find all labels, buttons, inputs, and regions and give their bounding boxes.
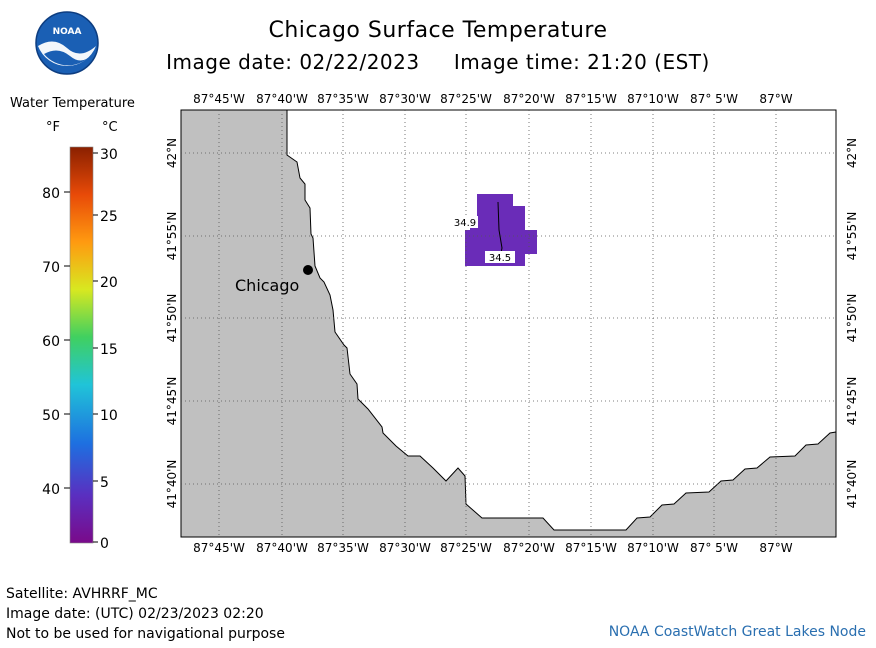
legend-f-tick: 50 (42, 408, 60, 424)
legend-c-tick: 30 (100, 147, 118, 163)
legend-title: Water Temperature (10, 96, 135, 111)
latitude-label: 41°40'N (165, 460, 179, 509)
longitude-label: 87°20'W (503, 92, 555, 106)
satellite-label: Satellite: AVHRRF_MC (6, 586, 158, 602)
contour-label-34-5: 34.5 (489, 253, 511, 264)
legend-c-tick: 25 (100, 209, 118, 225)
legend-c-tick: 10 (100, 408, 118, 424)
unit-fahrenheit: °F (46, 120, 60, 135)
noaa-logo-text: NOAA (53, 27, 82, 37)
longitude-labels-bottom: 87°45'W 87°40'W 87°35'W 87°30'W 87°25'W 87°20… (0, 541, 876, 559)
land-west (180, 109, 837, 538)
longitude-label: 87°30'W (379, 541, 431, 555)
latitude-label: 41°45'N (165, 377, 179, 426)
noaa-logo: NOAA (35, 11, 99, 75)
latitude-label: 41°40'N (845, 460, 859, 509)
legend-c-tick: 15 (100, 342, 118, 358)
longitude-label: 87° 5'W (690, 541, 738, 555)
latitude-label: 41°55'N (845, 212, 859, 261)
latitude-label: 41°55'N (165, 212, 179, 261)
longitude-label: 87°25'W (440, 92, 492, 106)
legend-f-tick: 40 (42, 482, 60, 498)
longitude-label: 87°35'W (317, 92, 369, 106)
contour-label-box (452, 216, 478, 228)
footer-info: Satellite: AVHRRF_MC Image date: (UTC) 0… (6, 584, 285, 644)
utc-date-label: Image date: (UTC) 02/23/2023 02:20 (6, 606, 264, 622)
longitude-label: 87°W (759, 92, 793, 106)
disclaimer: Not to be used for navigational purpose (6, 626, 285, 642)
water-temperature-patch (465, 194, 537, 266)
legend-c-tick: 0 (100, 536, 109, 552)
image-date-label: Image date: 02/22/2023 (166, 50, 420, 74)
longitude-label: 87°20'W (503, 541, 555, 555)
longitude-label: 87°30'W (379, 92, 431, 106)
longitude-label: 87°40'W (256, 92, 308, 106)
legend-c-tick: 5 (100, 475, 109, 491)
image-date-time: Image date: 02/22/2023 Image time: 21:20… (0, 50, 876, 74)
longitude-label: 87°45'W (193, 541, 245, 555)
legend-c-tick: 20 (100, 275, 118, 291)
chicago-marker (303, 265, 313, 275)
latitude-label: 42°N (845, 138, 859, 168)
longitude-label: 87°35'W (317, 541, 369, 555)
contour-label-box (485, 251, 515, 263)
longitude-label: 87° 5'W (690, 92, 738, 106)
legend-f-tick: 80 (42, 186, 60, 202)
longitude-label: 87°25'W (440, 541, 492, 555)
latitude-label: 41°50'N (165, 294, 179, 343)
longitude-label: 87°15'W (565, 541, 617, 555)
page-title: Chicago Surface Temperature (268, 18, 608, 43)
longitude-label: 87°45'W (193, 92, 245, 106)
unit-celsius: °C (102, 120, 118, 135)
longitude-label: 87°40'W (256, 541, 308, 555)
longitude-label: 87°15'W (565, 92, 617, 106)
legend-f-tick: 60 (42, 334, 60, 350)
credit-label: NOAA CoastWatch Great Lakes Node (608, 624, 866, 640)
city-label-chicago: Chicago (235, 276, 299, 295)
color-bar (69, 146, 94, 544)
longitude-label: 87°10'W (627, 92, 679, 106)
latitude-label: 41°50'N (845, 294, 859, 343)
legend-f-tick: 70 (42, 260, 60, 276)
latitude-label: 41°45'N (845, 377, 859, 426)
contour-label-34-9: 34.9 (454, 218, 476, 229)
image-time-label: Image time: 21:20 (EST) (453, 50, 710, 74)
longitude-labels-top: 87°45'W 87°40'W 87°35'W 87°30'W 87°25'W 87°20… (0, 92, 876, 110)
longitude-label: 87°W (759, 541, 793, 555)
latitude-label: 42°N (165, 138, 179, 168)
longitude-label: 87°10'W (627, 541, 679, 555)
